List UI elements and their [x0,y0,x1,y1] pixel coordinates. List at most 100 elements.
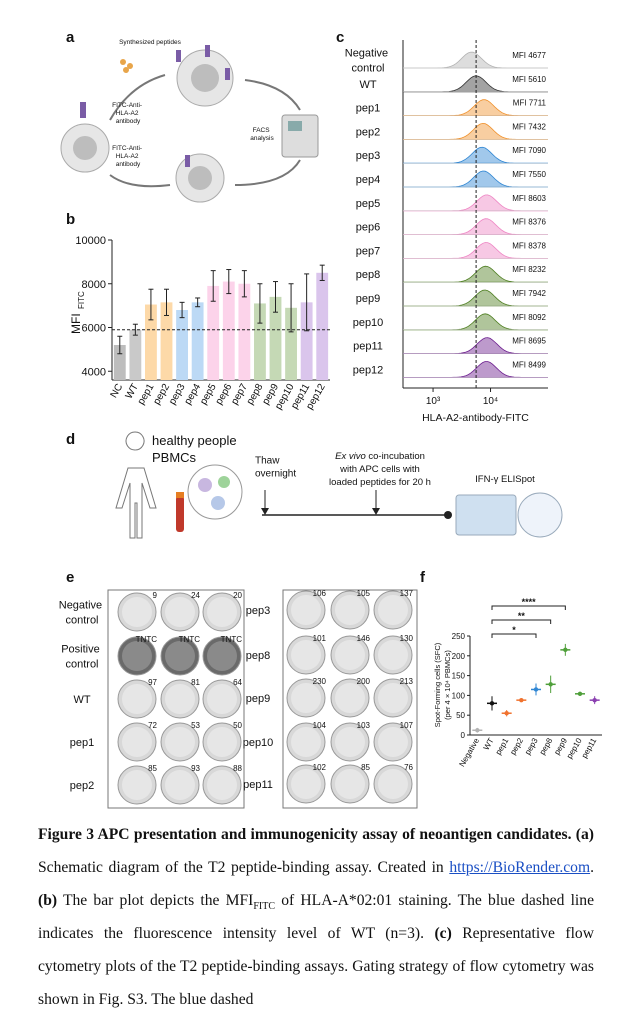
well-inner [378,595,408,625]
spot-count: 93 [191,764,200,773]
y-axis-label: MFI [69,313,83,334]
panel-label: e [66,569,74,586]
plate-row-label: pep8 [246,650,270,662]
y-tick-label: 200 [452,652,466,661]
well-inner [122,770,152,800]
antibody-label: FITC-Anti- HLA-A2 antibody [112,102,144,125]
dot [504,711,509,716]
plate-row-label: pep9 [246,693,270,705]
significance-bracket [491,633,537,638]
well-inner [378,640,408,670]
well-inner [335,640,365,670]
dot [563,647,568,653]
well-inner [207,770,237,800]
well-inner [378,727,408,757]
caption-plain: . [590,859,594,876]
row-label: pep7 [356,245,380,257]
panel-label: a [66,29,75,46]
mfi-label: MFI 8232 [512,265,546,274]
spot-count: 85 [361,763,370,772]
y-tick-label: 100 [452,691,466,700]
caption-link[interactable]: https://BioRender.com [449,859,591,876]
y-tick-label: 250 [452,632,466,641]
well-inner [165,641,195,671]
significance-label: ** [518,611,526,621]
row-label: pep2 [356,126,380,138]
people-label: healthy people [152,433,237,448]
spot-count: TNTC [179,635,201,644]
well-inner [122,684,152,714]
caption: Figure 3 APC presentation and immunogeni… [38,818,594,1016]
spot-count: TNTC [221,635,243,644]
pbmcs-label: PBMCs [152,450,197,465]
well-inner [335,769,365,799]
dot [577,691,583,697]
significance-bracket [491,605,566,610]
mfi-label: MFI 7942 [512,289,546,298]
x-tick-label: pep8 [538,736,555,756]
well-inner [207,641,237,671]
row-label: pep12 [353,364,384,376]
well-inner [207,727,237,757]
spot-count: 20 [233,591,242,600]
well-inner [122,641,152,671]
ex-vivo: Ex vivo [335,451,366,462]
antibody-label: FITC-Anti- HLA-A2 antibody [112,145,144,168]
panel-label: f [420,569,426,586]
y-axis-label: (per 4 × 10⁴ PBMCs) [443,650,452,720]
mfi-label: MFI 8499 [512,360,546,369]
x-tick-label: Negative [457,736,481,768]
elispot-label: IFN-γ ELISpot [475,474,535,485]
well-inner [335,595,365,625]
row-label: pep5 [356,198,380,210]
spot-count: 9 [153,591,158,600]
plate-row-label: pep10 [243,737,274,749]
mfi-label: MFI 8695 [512,337,546,346]
spot-count: 101 [313,634,327,643]
spot-count: 106 [313,589,327,598]
facs-label: FACS analysis [250,127,274,142]
schematic-d [115,431,563,539]
plate-row-label: Positive control [61,644,103,671]
x-tick-label: WT [482,736,496,751]
spot-count: 230 [313,677,327,686]
mfi-label: MFI 7090 [512,146,546,155]
bar [238,283,251,380]
well-inner [378,683,408,713]
well-inner [335,727,365,757]
dot [489,701,495,706]
spot-count: 85 [148,764,157,773]
spot-count: 103 [357,721,371,730]
x-tick-label: 10⁴ [483,396,498,407]
row-label: pep8 [356,269,380,281]
y-tick-label: 0 [461,731,466,740]
spot-count: 130 [400,634,414,643]
bar [207,285,220,380]
mfi-label: MFI 8092 [512,313,546,322]
spot-count: 102 [313,763,327,772]
well-inner [335,683,365,713]
mfi-label: MFI 5610 [512,75,546,84]
x-tick-label: pep1 [494,736,511,756]
plate-row-label: Negative control [59,600,105,627]
well-inner [291,727,321,757]
spot-count: 200 [357,677,371,686]
plate-frame [107,589,245,809]
row-label: pep10 [353,317,384,329]
bar [254,303,266,380]
x-tick-label: pep3 [523,736,540,756]
spot-count: 146 [357,634,371,643]
bar [113,345,126,380]
y-axis-title: MFI FITC [69,291,86,334]
bar [269,296,282,380]
mfi-label: MFI 8603 [512,194,546,203]
caption-bold: (b) [38,892,58,909]
well-inner [291,769,321,799]
spot-count: 107 [400,721,414,730]
well-inner [291,683,321,713]
mfi-label: MFI 8378 [512,241,546,250]
plate-row-label: pep3 [246,605,270,617]
row-label: WT [359,79,376,91]
bar [129,329,142,380]
